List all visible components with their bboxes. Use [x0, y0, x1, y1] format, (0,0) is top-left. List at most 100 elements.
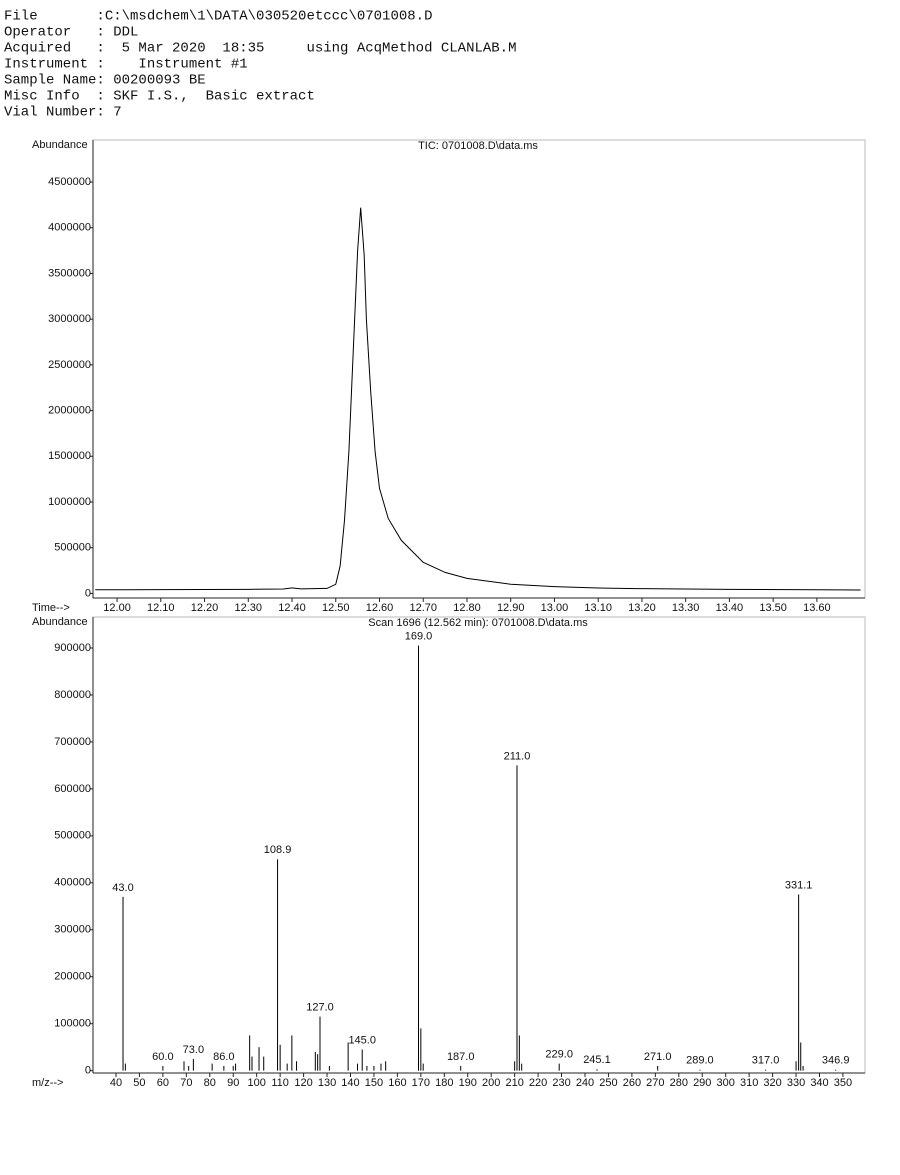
- x-tick-label: 210: [505, 1077, 523, 1089]
- peak-label: 127.0: [306, 1002, 334, 1014]
- y-tick-label: 2000000: [48, 405, 91, 417]
- y-tick-label: 300000: [54, 924, 91, 936]
- x-tick-label: 12.20: [191, 602, 219, 614]
- y-tick-label: 700000: [54, 736, 91, 748]
- x-tick-label: 130: [318, 1077, 336, 1089]
- x-axis-title: Time-->: [32, 602, 70, 614]
- peak-label: 331.1: [785, 879, 813, 891]
- peak-label: 289.0: [686, 1055, 714, 1067]
- y-tick-label: 1000000: [48, 496, 91, 508]
- header-line: File :C:\msdchem\1\DATA\030520etccc\0701…: [4, 9, 432, 25]
- peak-label: 169.0: [405, 631, 433, 643]
- chart-title: TIC: 0701008.D\data.ms: [418, 140, 538, 152]
- x-tick-label: 270: [646, 1077, 664, 1089]
- y-tick-label: 500000: [54, 830, 91, 842]
- peak-label: 108.9: [264, 844, 292, 856]
- x-tick-label: 290: [693, 1077, 711, 1089]
- tic-line: [95, 207, 861, 591]
- x-tick-label: 110: [271, 1077, 289, 1089]
- x-tick-label: 80: [204, 1077, 216, 1089]
- peak-label: 346.9: [822, 1055, 850, 1067]
- y-tick-label: 500000: [54, 542, 91, 554]
- x-tick-label: 300: [717, 1077, 735, 1089]
- y-tick-label: 4500000: [48, 176, 91, 188]
- peak-label: 73.0: [183, 1044, 204, 1056]
- peak-label: 187.0: [447, 1051, 475, 1063]
- y-axis-title: Abundance: [32, 616, 88, 628]
- x-tick-label: 310: [740, 1077, 758, 1089]
- y-tick-label: 0: [85, 587, 91, 599]
- y-tick-label: 100000: [54, 1018, 91, 1030]
- y-tick-label: 400000: [54, 877, 91, 889]
- x-tick-label: 13.60: [803, 602, 831, 614]
- x-tick-label: 13.20: [628, 602, 656, 614]
- y-axis-title: Abundance: [32, 139, 88, 151]
- x-tick-label: 12.00: [103, 602, 131, 614]
- x-tick-label: 50: [133, 1077, 145, 1089]
- plot-frame: [92, 139, 866, 599]
- y-tick-label: 800000: [54, 689, 91, 701]
- x-tick-label: 240: [576, 1077, 594, 1089]
- x-tick-label: 230: [552, 1077, 570, 1089]
- x-tick-label: 200: [482, 1077, 500, 1089]
- x-tick-label: 12.70: [409, 602, 437, 614]
- header-line: Misc Info : SKF I.S., Basic extract: [4, 89, 315, 105]
- y-tick-label: 600000: [54, 783, 91, 795]
- x-tick-label: 190: [459, 1077, 477, 1089]
- x-tick-label: 12.10: [147, 602, 175, 614]
- header-line: Operator : DDL: [4, 25, 138, 41]
- chart-title: Scan 1696 (12.562 min): 0701008.D\data.m…: [368, 617, 588, 629]
- header-line: Instrument : Instrument #1: [4, 57, 248, 73]
- x-tick-label: 280: [670, 1077, 688, 1089]
- x-tick-label: 12.60: [366, 602, 394, 614]
- y-tick-label: 3000000: [48, 313, 91, 325]
- peak-label: 271.0: [644, 1051, 672, 1063]
- x-tick-label: 13.00: [541, 602, 569, 614]
- y-tick-label: 0: [85, 1065, 91, 1077]
- y-tick-label: 200000: [54, 971, 91, 983]
- x-tick-label: 12.30: [235, 602, 263, 614]
- x-tick-label: 70: [180, 1077, 192, 1089]
- x-tick-label: 60: [157, 1077, 169, 1089]
- header-line: Acquired : 5 Mar 2020 18:35 using AcqMet…: [4, 41, 516, 57]
- header-line: Vial Number: 7: [4, 105, 122, 121]
- y-tick-label: 1500000: [48, 450, 91, 462]
- peak-label: 145.0: [348, 1034, 376, 1046]
- x-tick-label: 13.30: [672, 602, 700, 614]
- peak-label: 229.0: [545, 1049, 573, 1061]
- x-tick-label: 170: [412, 1077, 430, 1089]
- x-tick-label: 12.90: [497, 602, 525, 614]
- x-tick-label: 160: [388, 1077, 406, 1089]
- plot-frame: [92, 616, 866, 1074]
- peak-label: 60.0: [152, 1051, 173, 1063]
- x-tick-label: 250: [599, 1077, 617, 1089]
- x-tick-label: 13.40: [716, 602, 744, 614]
- x-tick-label: 260: [623, 1077, 641, 1089]
- y-tick-label: 900000: [54, 642, 91, 654]
- x-tick-label: 180: [435, 1077, 453, 1089]
- x-tick-label: 90: [227, 1077, 239, 1089]
- peak-label: 86.0: [213, 1051, 234, 1063]
- x-tick-label: 120: [294, 1077, 312, 1089]
- y-tick-label: 4000000: [48, 222, 91, 234]
- y-tick-label: 3500000: [48, 267, 91, 279]
- x-tick-label: 12.50: [322, 602, 350, 614]
- x-axis-title: m/z-->: [32, 1077, 63, 1089]
- x-tick-label: 13.50: [759, 602, 787, 614]
- x-tick-label: 40: [110, 1077, 122, 1089]
- header-line: Sample Name: 00200093 BE: [4, 73, 206, 89]
- x-tick-label: 330: [787, 1077, 805, 1089]
- x-tick-label: 340: [810, 1077, 828, 1089]
- y-tick-label: 2500000: [48, 359, 91, 371]
- x-tick-label: 350: [834, 1077, 852, 1089]
- x-tick-label: 12.40: [278, 602, 306, 614]
- x-tick-label: 12.80: [453, 602, 481, 614]
- x-tick-label: 100: [248, 1077, 266, 1089]
- peak-label: 211.0: [504, 750, 531, 762]
- x-tick-label: 220: [529, 1077, 547, 1089]
- peak-label: 317.0: [752, 1055, 780, 1067]
- x-tick-label: 150: [365, 1077, 383, 1089]
- x-tick-label: 13.10: [584, 602, 612, 614]
- peak-label: 245.1: [583, 1054, 611, 1066]
